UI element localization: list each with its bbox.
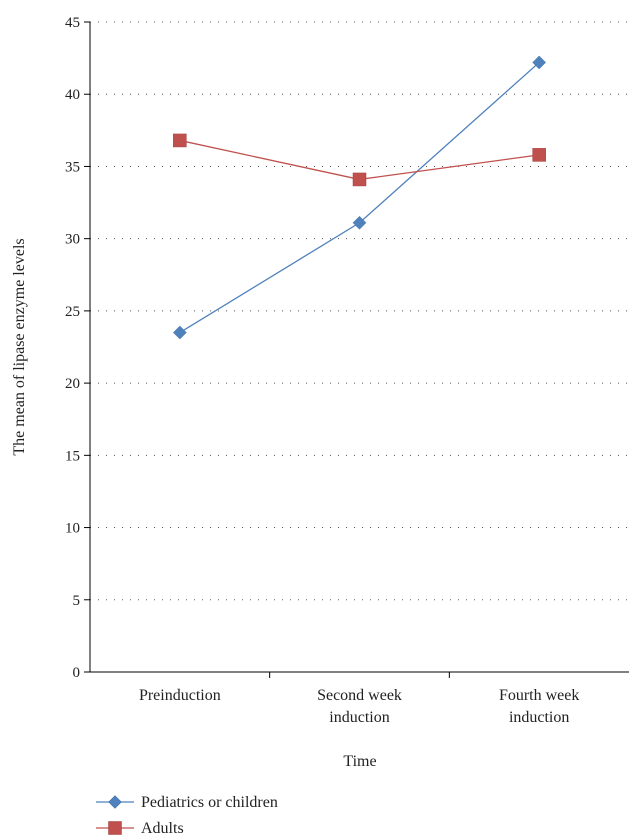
series-group: [172, 55, 547, 340]
data-point-square: [173, 133, 187, 148]
x-tick-label: Preinduction: [139, 687, 221, 704]
y-tick-label: 40: [65, 87, 80, 103]
y-tick-label: 0: [73, 665, 81, 681]
y-tick-label: 45: [65, 15, 80, 31]
y-tick-label: 20: [65, 376, 80, 392]
y-tick-label: 30: [65, 232, 80, 248]
legend-marker-diamond: [108, 795, 122, 809]
legend-label: Adults: [141, 820, 184, 837]
y-axis-label: The mean of lipase enzyme levels: [11, 238, 28, 455]
series-adults: [173, 133, 546, 187]
x-tick-label: Fourth week: [499, 687, 579, 704]
x-tick-label: induction: [509, 709, 569, 726]
y-tick-label: 5: [73, 593, 81, 609]
series-pediatrics: [172, 55, 547, 340]
x-tick-label: Second week: [317, 687, 402, 704]
legend-label: Pediatrics or children: [141, 794, 278, 811]
data-point-diamond: [172, 325, 187, 340]
x-axis-label: Time: [343, 753, 376, 770]
legend: Pediatrics or children Adults: [96, 794, 278, 837]
legend-item: Adults: [96, 820, 184, 837]
y-ticks: 0 5 10 15 20 25 30 35 40 45: [65, 15, 90, 681]
legend-item: Pediatrics or children: [96, 794, 278, 811]
data-point-diamond: [532, 55, 547, 70]
y-tick-label: 25: [65, 304, 80, 320]
x-ticks: Preinduction Second week induction Fourth w…: [139, 672, 579, 726]
gridlines: [90, 21, 629, 601]
x-tick-label: induction: [329, 709, 389, 726]
data-point-square: [352, 172, 367, 187]
data-point-diamond: [352, 215, 367, 230]
legend-marker-square: [108, 821, 122, 835]
series-line: [179, 61, 540, 334]
y-tick-label: 35: [65, 159, 80, 175]
axes: [89, 22, 629, 673]
data-point-square: [532, 148, 546, 162]
y-tick-label: 15: [65, 448, 80, 464]
y-tick-label: 10: [65, 521, 80, 537]
